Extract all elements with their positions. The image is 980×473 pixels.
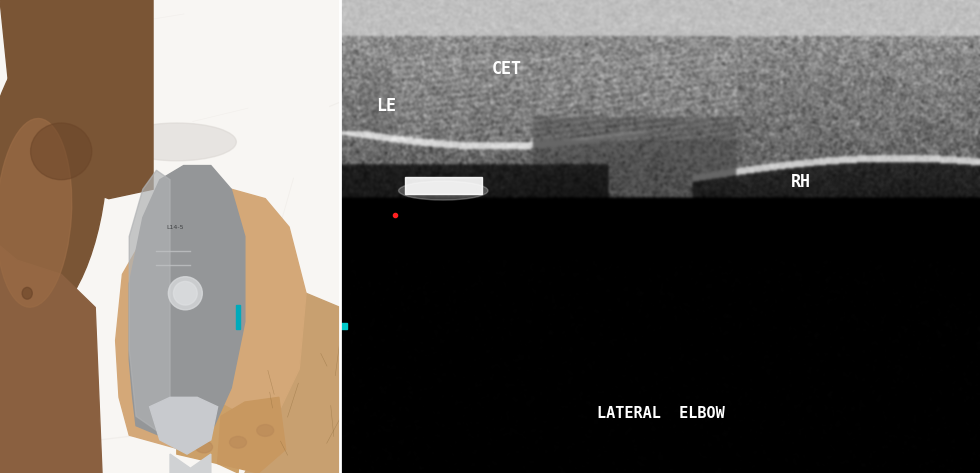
Polygon shape <box>0 0 153 199</box>
Ellipse shape <box>0 119 72 307</box>
Ellipse shape <box>118 123 236 161</box>
Text: LATERAL  ELBOW: LATERAL ELBOW <box>597 406 724 421</box>
Polygon shape <box>405 177 481 194</box>
Text: RH: RH <box>791 173 811 191</box>
Ellipse shape <box>169 277 202 310</box>
Text: CET: CET <box>492 60 522 78</box>
Ellipse shape <box>229 436 247 448</box>
Polygon shape <box>171 454 211 473</box>
Polygon shape <box>245 293 340 473</box>
Polygon shape <box>176 402 245 473</box>
Ellipse shape <box>0 35 107 325</box>
Ellipse shape <box>173 281 197 305</box>
Polygon shape <box>129 170 171 430</box>
Polygon shape <box>150 397 218 454</box>
Polygon shape <box>218 397 285 473</box>
Ellipse shape <box>196 441 213 453</box>
Ellipse shape <box>399 181 488 200</box>
Ellipse shape <box>257 425 273 436</box>
Polygon shape <box>129 166 245 440</box>
Bar <box>236 305 240 329</box>
Text: LE: LE <box>375 97 396 115</box>
Ellipse shape <box>30 123 92 180</box>
Polygon shape <box>0 246 102 473</box>
Ellipse shape <box>23 287 32 299</box>
Text: L14-5: L14-5 <box>167 225 184 229</box>
Polygon shape <box>116 189 306 454</box>
